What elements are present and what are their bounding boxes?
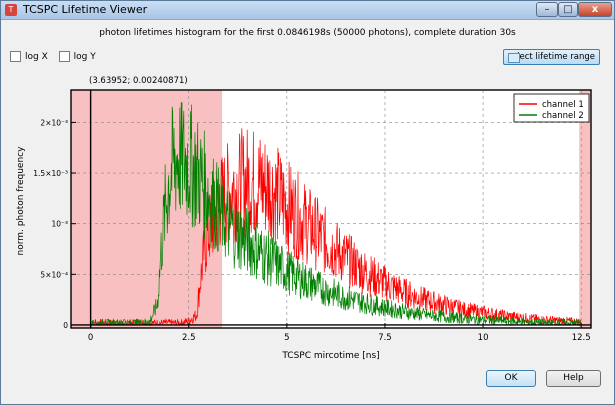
title-bar[interactable]: T TCSPC Lifetime Viewer – □ x bbox=[1, 1, 614, 20]
y-tick-label-1: 5×10⁻⁴ bbox=[40, 270, 68, 279]
y-tick-label-0: 0 bbox=[63, 321, 68, 330]
window-title: TCSPC Lifetime Viewer bbox=[23, 3, 148, 16]
x-axis-label: TCSPC mircotime [ns] bbox=[281, 351, 379, 361]
y-tick-label-4: 2×10⁻³ bbox=[40, 118, 68, 127]
series-line-1 bbox=[90, 128, 582, 327]
excluded-range-1 bbox=[579, 90, 591, 328]
log-x-label: log X bbox=[25, 51, 48, 62]
range-swatch-icon bbox=[508, 53, 520, 63]
log-y-checkbox[interactable] bbox=[58, 51, 70, 62]
scale-options: log X log Y bbox=[10, 51, 104, 62]
x-tick-label-3: 7.5 bbox=[378, 333, 392, 343]
y-tick-label-2: 10⁻³ bbox=[51, 220, 68, 229]
x-tick-label-2: 5 bbox=[284, 333, 289, 343]
x-tick-label-5: 12.5 bbox=[572, 333, 591, 343]
ok-button[interactable]: OK bbox=[486, 370, 536, 387]
log-y-label: log Y bbox=[73, 51, 96, 62]
x-tick-label-0: 0 bbox=[88, 333, 93, 343]
select-lifetime-range-button[interactable]: select lifetime range bbox=[503, 49, 600, 65]
series-line-2 bbox=[90, 102, 582, 327]
histogram-subtitle: photon lifetimes histogram for the first… bbox=[99, 28, 516, 38]
x-tick-label-4: 10 bbox=[478, 333, 489, 343]
y-tick-label-3: 1.5×10⁻³ bbox=[33, 169, 68, 178]
excluded-range-0 bbox=[71, 90, 223, 328]
app-icon: T bbox=[5, 4, 17, 16]
close-button[interactable]: x bbox=[578, 2, 612, 17]
legend-label-2: channel 2 bbox=[542, 111, 584, 121]
minimize-button[interactable]: – bbox=[536, 2, 558, 17]
select-lifetime-range-label: select lifetime range bbox=[507, 52, 595, 62]
log-x-checkbox[interactable] bbox=[10, 51, 21, 62]
maximize-button[interactable]: □ bbox=[558, 2, 578, 17]
legend-label-1: channel 1 bbox=[542, 100, 584, 110]
plot-frame bbox=[70, 89, 592, 329]
cursor-readout: (3.63952; 0.00240871) bbox=[89, 76, 188, 86]
x-tick-label-1: 2.5 bbox=[182, 333, 196, 343]
help-button[interactable]: Help bbox=[546, 370, 601, 387]
legend-box bbox=[513, 93, 590, 123]
